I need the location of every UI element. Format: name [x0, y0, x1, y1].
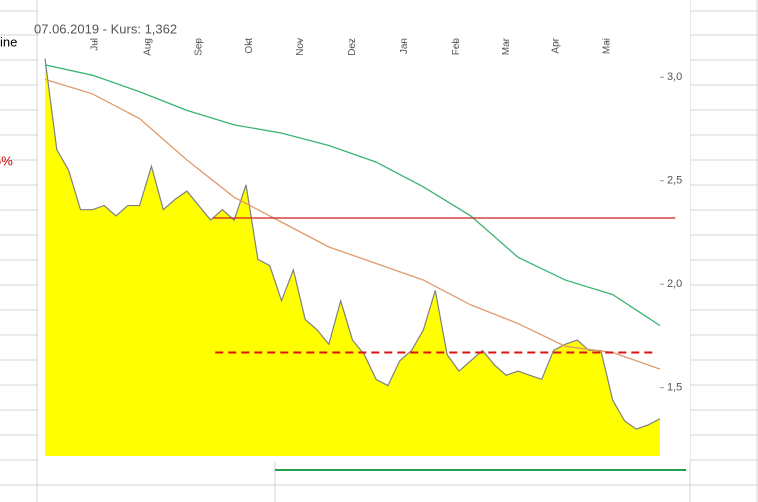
y-tick-label: 2,5 — [667, 175, 682, 187]
x-tick-label: Mai — [601, 38, 612, 54]
x-tick-label: Okt — [244, 38, 255, 54]
x-tick-label: Aug — [143, 38, 154, 56]
cell-text: 5% — [0, 153, 13, 168]
y-tick-label: 2,0 — [667, 278, 682, 290]
x-tick-label: Feb — [451, 38, 462, 56]
price-area — [45, 58, 660, 457]
x-tick-label: Sep — [193, 38, 204, 56]
price-line — [44, 58, 661, 430]
y-tick-label: 3,0 — [667, 71, 682, 83]
x-tick-label: Apr — [551, 37, 562, 53]
x-tick-label: Mar — [501, 37, 512, 55]
x-tick-label: Dez — [347, 38, 358, 56]
cell-text: ine — [0, 34, 17, 49]
x-tick-label: Nov — [295, 38, 306, 56]
y-tick-label: 1,5 — [667, 382, 682, 394]
moving-average — [44, 78, 661, 370]
x-tick-label: Jul — [89, 38, 100, 51]
chart-title: 07.06.2019 - Kurs: 1,362 — [34, 21, 177, 36]
moving-average — [44, 64, 661, 327]
x-tick-label: Jan — [399, 38, 410, 54]
